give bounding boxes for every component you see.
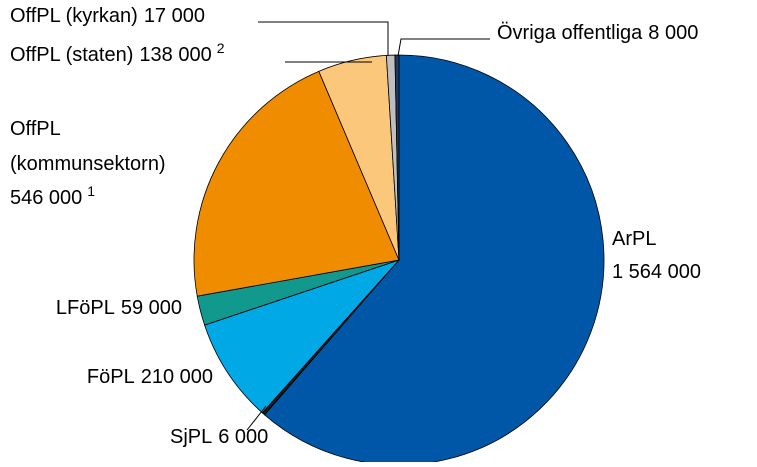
label-value: 210 000 <box>141 366 213 388</box>
label-value: 59 000 <box>121 297 182 319</box>
footnote-mark: 1 <box>87 183 95 199</box>
pie-slice <box>394 54 400 261</box>
label-value: 17 000 <box>144 5 205 27</box>
slice-label: 1 564 000 <box>612 261 701 283</box>
slice-label: Övriga offentliga 8 000 <box>497 22 698 44</box>
slice-label: FöPL 210 000 <box>87 366 213 388</box>
label-name: LFöPL <box>56 297 115 319</box>
label-value: 546 000 <box>10 187 82 209</box>
leader-line <box>246 405 267 431</box>
slice-label: LFöPL 59 000 <box>56 297 182 319</box>
slice-label: ArPL <box>612 228 656 250</box>
pie-slice <box>193 70 400 297</box>
label-name: OffPL (staten) <box>10 44 133 66</box>
label-name: OffPL <box>10 118 61 140</box>
slice-label: (kommunsektorn) <box>10 153 166 175</box>
label-name: Övriga offentliga <box>497 22 643 44</box>
footnote-mark: 2 <box>217 40 225 56</box>
label-name: SjPL <box>170 426 212 448</box>
label-value: 8 000 <box>648 22 698 44</box>
slice-label: OffPL (staten) 138 000 2 <box>10 40 225 66</box>
label-value: 1 564 000 <box>612 261 701 283</box>
slice-label: SjPL 6 000 <box>170 426 268 448</box>
label-value: 138 000 <box>139 44 211 66</box>
label-name: FöPL <box>87 366 135 388</box>
leader-line <box>258 21 389 56</box>
pie-slice <box>204 259 401 414</box>
slice-label: 546 000 1 <box>10 183 95 209</box>
label-name: (kommunsektorn) <box>10 153 166 175</box>
label-name: OffPL (kyrkan) <box>10 5 138 27</box>
label-value: 6 000 <box>218 426 268 448</box>
leader-line <box>397 38 490 57</box>
slice-label: OffPL <box>10 118 61 140</box>
slice-label: OffPL (kyrkan) 17 000 <box>10 5 205 27</box>
label-name: ArPL <box>612 228 656 250</box>
